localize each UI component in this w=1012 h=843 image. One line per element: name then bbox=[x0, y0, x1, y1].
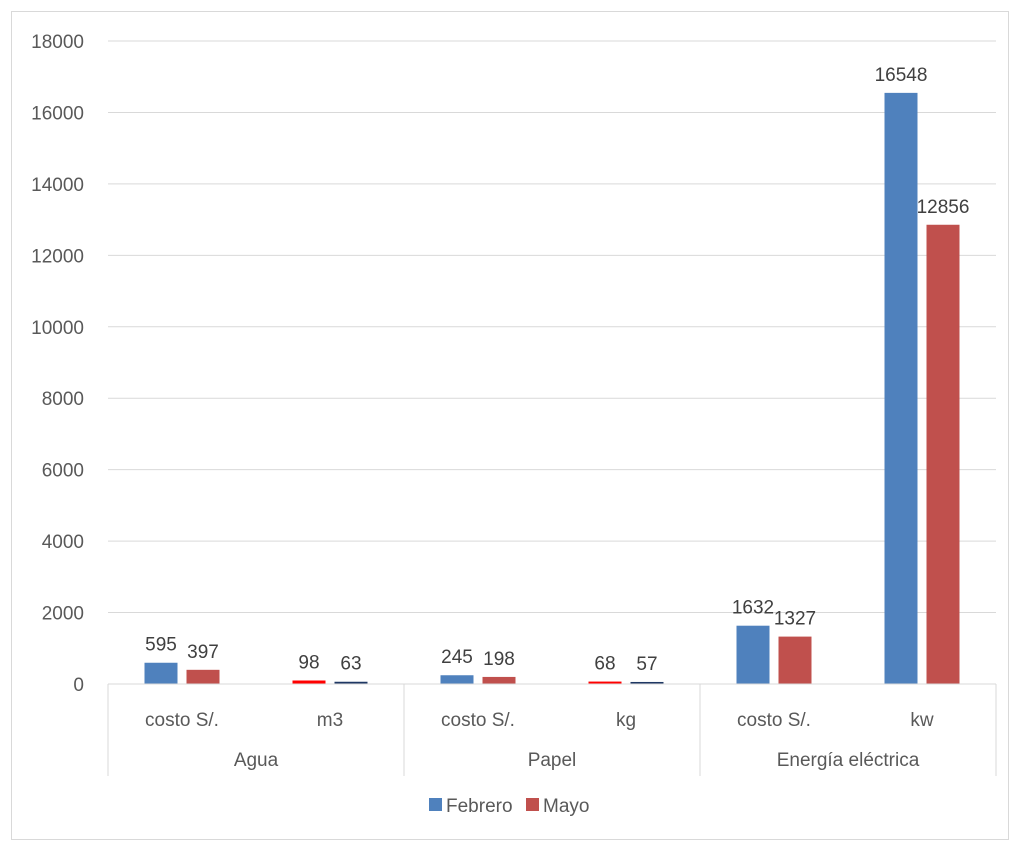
y-tick-label: 0 bbox=[73, 675, 84, 696]
legend-label-febrero: Febrero bbox=[446, 796, 513, 817]
bars bbox=[144, 92, 960, 685]
data-label: 198 bbox=[483, 649, 515, 670]
data-label: 68 bbox=[594, 654, 615, 675]
category-label: kg bbox=[616, 710, 636, 731]
data-label: 57 bbox=[636, 654, 657, 675]
legend: Febrero Mayo bbox=[429, 796, 589, 817]
data-label: 1632 bbox=[732, 598, 774, 619]
legend-swatch-febrero bbox=[429, 798, 442, 811]
data-label: 98 bbox=[298, 652, 319, 673]
y-axis: 0 2000 4000 6000 8000 10000 12000 14000 16000 180… bbox=[31, 32, 84, 696]
bar-mayo bbox=[334, 681, 368, 684]
chart-frame bbox=[11, 11, 1009, 840]
bar-mayo bbox=[778, 636, 812, 684]
bar-febrero bbox=[884, 92, 918, 685]
bar-febrero bbox=[292, 680, 326, 684]
group-label: Papel bbox=[528, 750, 577, 771]
group-label: Energía eléctrica bbox=[777, 750, 920, 771]
y-tick-label: 12000 bbox=[31, 246, 84, 267]
y-tick-label: 6000 bbox=[42, 461, 84, 482]
gridlines bbox=[108, 40, 996, 614]
bar-febrero bbox=[144, 662, 178, 684]
category-label: m3 bbox=[317, 710, 343, 731]
bar-mayo bbox=[630, 681, 664, 684]
x-axis: costo S/. m3 costo S/. kg costo S/. kw Agua Pap… bbox=[107, 683, 997, 776]
legend-label-mayo: Mayo bbox=[543, 796, 589, 817]
bar-febrero bbox=[588, 681, 622, 684]
y-tick-label: 16000 bbox=[31, 103, 84, 124]
data-label: 12856 bbox=[917, 197, 970, 218]
category-label: kw bbox=[910, 710, 934, 731]
bar-febrero bbox=[440, 675, 474, 684]
data-label: 63 bbox=[340, 654, 361, 675]
legend-swatch-mayo bbox=[526, 798, 539, 811]
bar-mayo bbox=[482, 676, 516, 684]
data-label: 397 bbox=[187, 642, 219, 663]
bar-febrero bbox=[736, 625, 770, 684]
y-tick-label: 14000 bbox=[31, 175, 84, 196]
group-label: Agua bbox=[234, 750, 279, 771]
category-label: costo S/. bbox=[737, 710, 811, 731]
y-tick-label: 18000 bbox=[31, 32, 84, 53]
y-tick-label: 8000 bbox=[42, 389, 84, 410]
bar-mayo bbox=[926, 224, 960, 684]
data-label: 245 bbox=[441, 647, 473, 668]
y-tick-label: 4000 bbox=[42, 532, 84, 553]
data-label: 595 bbox=[145, 635, 177, 656]
data-label: 1327 bbox=[774, 609, 816, 630]
data-label: 16548 bbox=[875, 65, 928, 86]
category-label: costo S/. bbox=[145, 710, 219, 731]
category-label: costo S/. bbox=[441, 710, 515, 731]
y-tick-label: 2000 bbox=[42, 604, 84, 625]
bar-mayo bbox=[186, 669, 220, 684]
y-tick-label: 10000 bbox=[31, 318, 84, 339]
